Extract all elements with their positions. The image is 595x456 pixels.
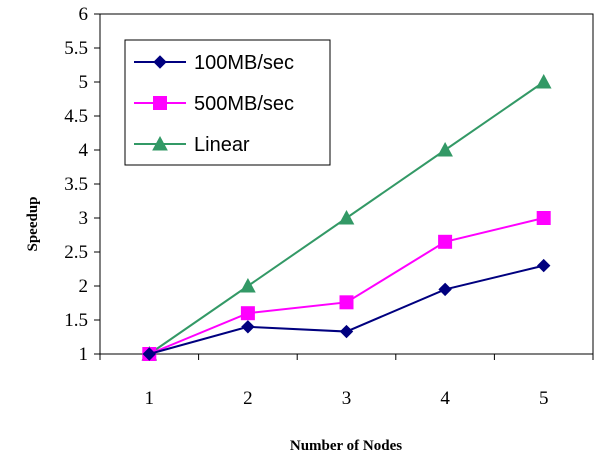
x-axis-title: Number of Nodes [290, 438, 402, 454]
y-tick-label: 2 [79, 276, 89, 297]
legend-marker [153, 96, 167, 110]
data-point [339, 295, 354, 310]
x-axis-ticks: 1 2 3 4 5 [99, 354, 594, 409]
data-point [240, 306, 255, 321]
data-point [240, 277, 256, 293]
legend: 100MB/sec 500MB/sec Linear [124, 39, 331, 166]
y-tick-label: 4 [79, 140, 89, 161]
y-tick-label: 5 [79, 72, 89, 93]
x-tick-label: 4 [440, 388, 450, 409]
data-point [536, 258, 551, 273]
y-tick-label: 3 [79, 208, 89, 229]
legend-marker [152, 135, 168, 151]
data-point [536, 211, 551, 225]
x-tick-label: 3 [342, 388, 352, 409]
x-tick-label: 5 [539, 388, 549, 409]
x-tick-label: 1 [145, 388, 155, 409]
y-axis-ticks: 1 1.5 2 2.5 3 3.5 4 4.5 5 5.5 6 [64, 4, 100, 365]
data-point [339, 324, 354, 339]
legend-marker [153, 55, 167, 69]
series-layer [141, 73, 552, 361]
data-point [338, 209, 355, 225]
y-tick-label: 6 [79, 4, 89, 25]
data-point [241, 320, 255, 334]
data-point [535, 73, 552, 89]
x-tick-label: 2 [243, 388, 253, 409]
y-tick-label: 1.5 [64, 310, 88, 331]
y-tick-label: 5.5 [64, 38, 88, 59]
data-point [142, 347, 157, 361]
data-point [437, 141, 453, 157]
y-axis-title: Speedup [25, 196, 41, 251]
y-tick-label: 2.5 [64, 242, 88, 263]
series-line [149, 264, 544, 355]
y-tick-label: 1 [79, 344, 89, 365]
legend-label: 500MB/sec [194, 93, 294, 115]
y-tick-label: 4.5 [64, 106, 88, 127]
series-100mb-sec [142, 258, 551, 361]
legend-label: 100MB/sec [194, 52, 294, 74]
legend-label: Linear [194, 134, 250, 156]
y-tick-label: 3.5 [64, 174, 88, 195]
data-point [438, 234, 453, 249]
data-point [438, 282, 452, 297]
